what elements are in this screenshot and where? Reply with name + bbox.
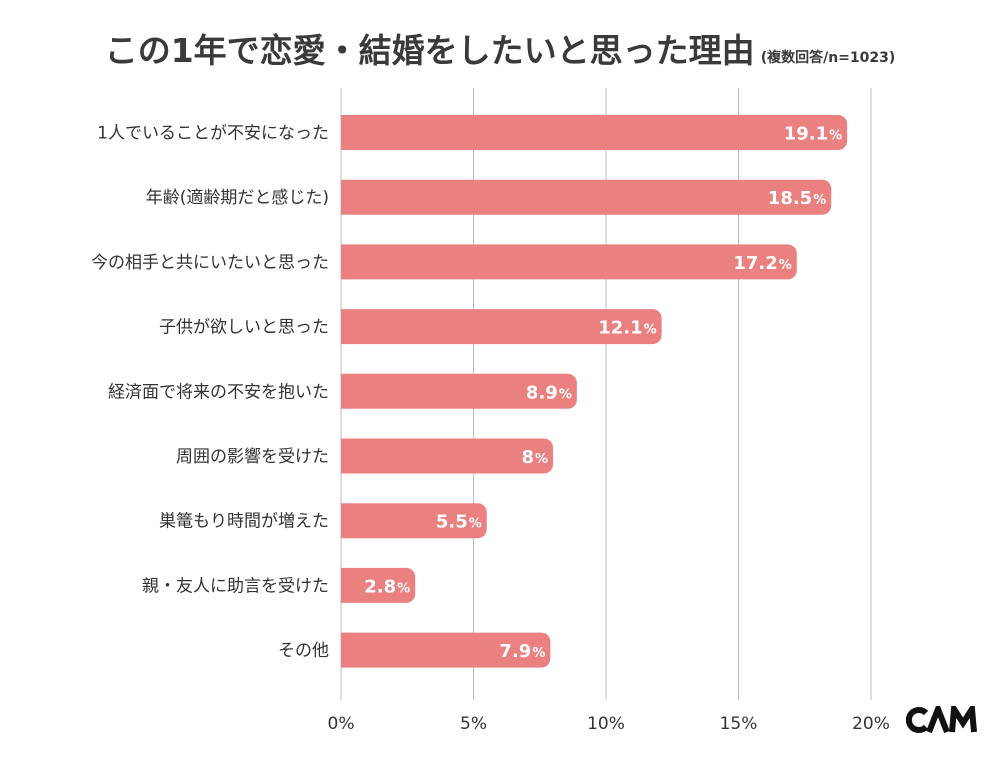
bar (341, 438, 553, 474)
category-label: 経済面で将来の不安を抱いた (108, 382, 329, 402)
cam-logo (906, 706, 977, 734)
bar (341, 309, 662, 345)
value-label: 12.1% (598, 318, 656, 339)
bar (341, 244, 797, 280)
category-label: その他 (278, 641, 329, 661)
category-label: 周囲の影響を受けた (176, 447, 329, 467)
value-label: 8.9% (526, 382, 572, 403)
x-axis-ticks: 0% 5% 10% 15% 20% (328, 714, 890, 734)
title-row: この1年で恋愛・結婚をしたいと思った理由 (複数回答/n=1023) (0, 24, 1000, 72)
x-tick-label: 15% (720, 714, 758, 734)
bar (341, 503, 487, 539)
value-label: 19.1% (784, 124, 842, 145)
x-tick-label: 0% (328, 714, 355, 734)
chart-subtitle: (複数回答/n=1023) (760, 50, 896, 66)
x-tick-label: 10% (587, 714, 625, 734)
bar (341, 115, 848, 150)
x-tick-label: 20% (852, 714, 890, 734)
value-label: 17.2% (733, 253, 791, 274)
category-label: 巣篭もり時間が増えた (159, 512, 329, 532)
value-label: 18.5% (768, 188, 826, 209)
bar (341, 567, 416, 603)
value-label: 2.8% (364, 576, 410, 597)
chart-title: この1年で恋愛・結婚をしたいと思った理由 (104, 31, 755, 70)
value-label: 7.9% (499, 641, 545, 662)
category-label: 1人でいることが不安になった (97, 124, 329, 144)
category-label: 年齢(適齢期だと感じた) (146, 188, 329, 208)
bar (341, 632, 551, 668)
category-label: 今の相手と共にいたいと思った (91, 253, 329, 273)
x-tick-label: 5% (460, 714, 487, 734)
bars: 19.1% 18.5% 17.2% 12.1% 8.9% 8% 5.5% 2.8% 7.9% (341, 115, 848, 668)
value-label: 8% (521, 447, 548, 468)
value-label: 5.5% (436, 512, 482, 533)
category-label: 子供が欲しいと思った (159, 318, 329, 338)
bar (341, 179, 832, 215)
category-label: 親・友人に助言を受けた (142, 576, 329, 596)
bar (341, 373, 577, 409)
